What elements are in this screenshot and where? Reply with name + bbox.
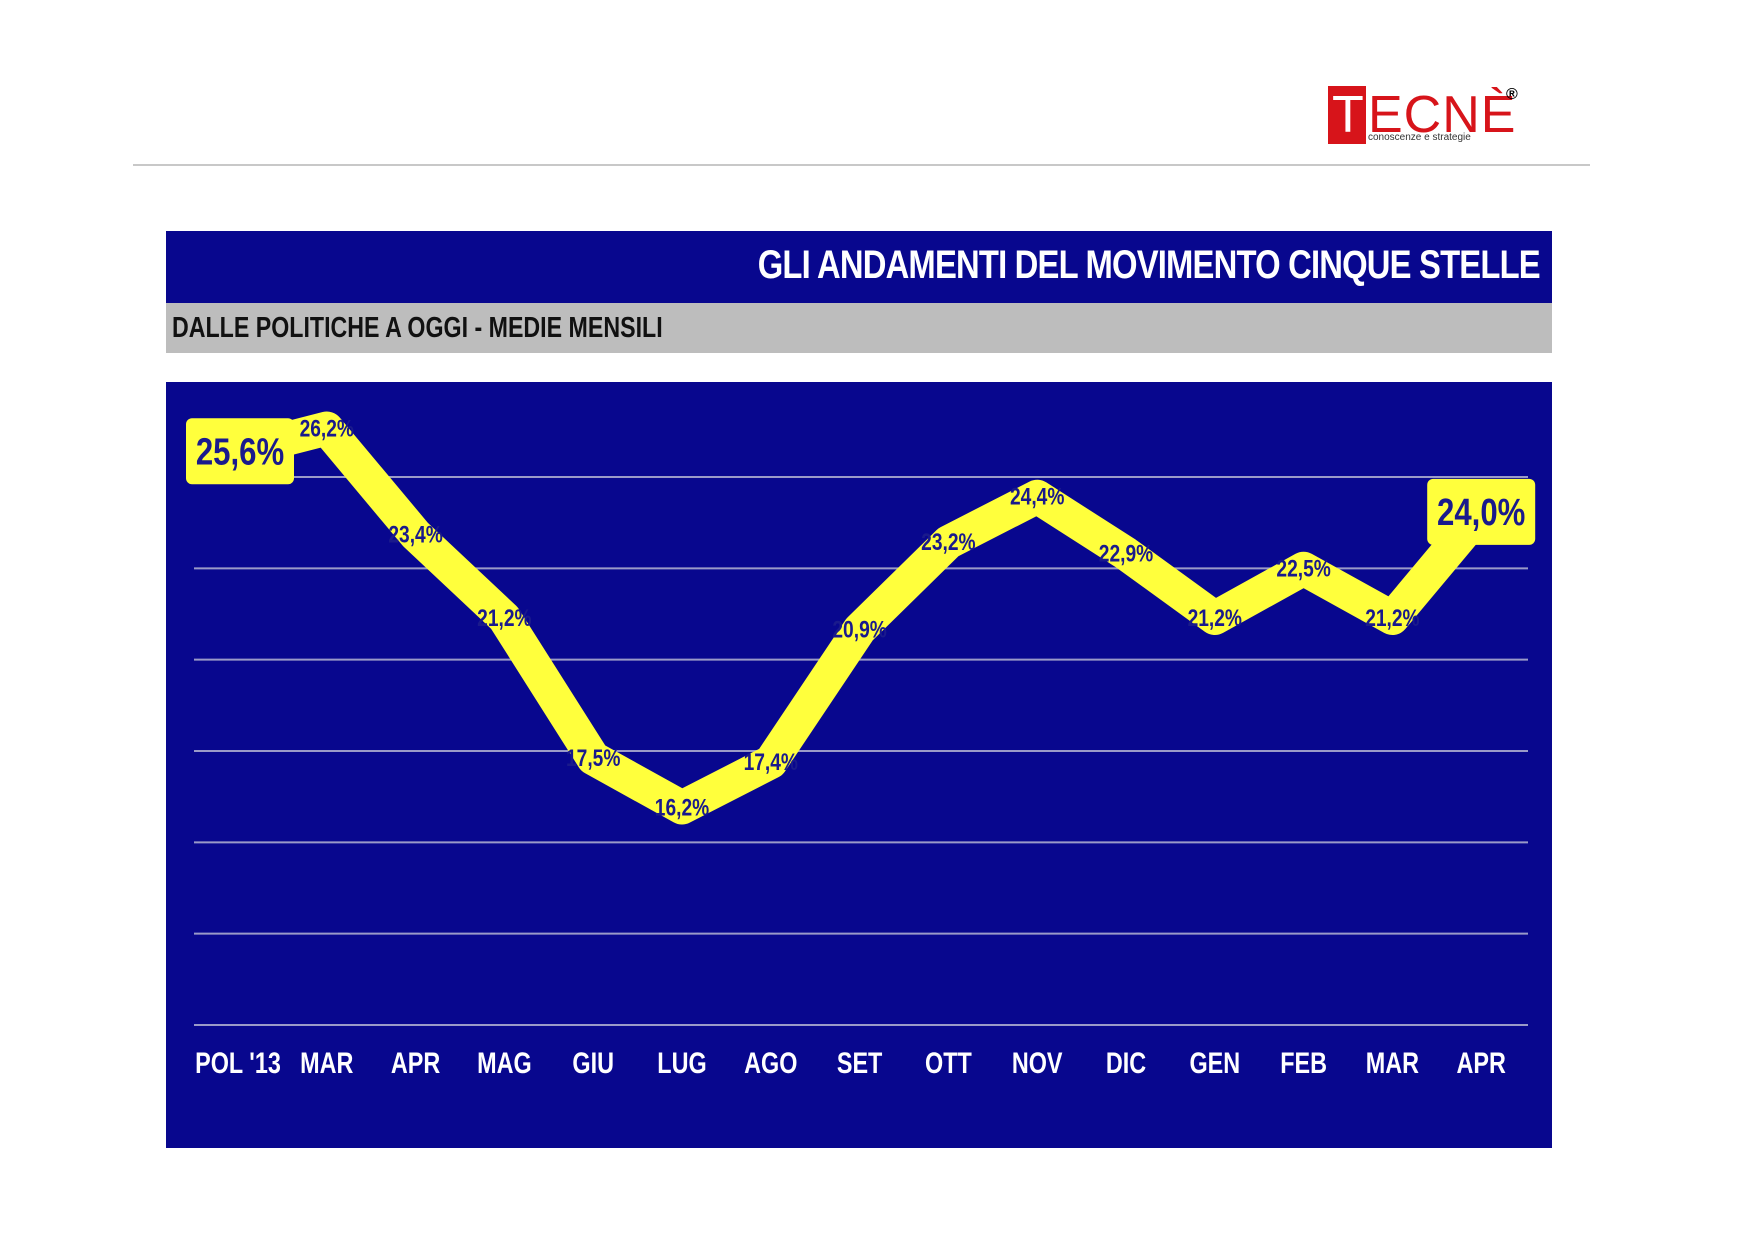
data-label: 25,6% bbox=[196, 431, 284, 473]
data-point bbox=[1301, 566, 1306, 571]
data-point bbox=[591, 756, 596, 761]
data-point bbox=[1124, 551, 1128, 556]
x-axis-labels: POL '13 MAR APR MAG GIU LUG AGO SET OTT NOV DIC GEN… bbox=[195, 1046, 1506, 1079]
gridlines bbox=[194, 476, 1528, 1026]
data-point bbox=[324, 426, 329, 431]
logo-tagline: conoscenze e strategie bbox=[1368, 132, 1471, 143]
x-tick-label: SET bbox=[837, 1046, 883, 1079]
data-label: 24,4% bbox=[1010, 483, 1064, 511]
data-label: 26,2% bbox=[300, 414, 354, 442]
x-tick-label: MAR bbox=[1366, 1046, 1419, 1079]
data-label: 17,4% bbox=[744, 748, 798, 776]
x-tick-label: LUG bbox=[657, 1046, 706, 1079]
data-label: 24,0% bbox=[1437, 492, 1525, 534]
data-label: 23,4% bbox=[388, 521, 442, 549]
title-bar: GLI ANDAMENTI DEL MOVIMENTO CINQUE STELL… bbox=[166, 231, 1552, 303]
line-chart: 25,6% 26,2% 23,4% 21,2% 17,5% 16,2% 17,4% 20,9%… bbox=[186, 411, 1536, 1080]
logo-registered-mark: ® bbox=[1506, 86, 1518, 103]
highlight-label-box bbox=[186, 418, 294, 485]
data-label: 23,2% bbox=[921, 528, 975, 556]
data-point bbox=[413, 532, 418, 537]
header-divider bbox=[133, 164, 1590, 166]
chart-panel: 25,6% 26,2% 23,4% 21,2% 17,5% 16,2% 17,4% 20,9%… bbox=[166, 382, 1552, 1148]
data-labels: 25,6% 26,2% 23,4% 21,2% 17,5% 16,2% 17,4% 20,9%… bbox=[186, 414, 1536, 821]
x-tick-label: NOV bbox=[1012, 1046, 1063, 1079]
data-point bbox=[857, 627, 862, 632]
data-point bbox=[502, 616, 507, 621]
subtitle-bar: DALLE POLITICHE A OGGI - MEDIE MENSILI bbox=[166, 303, 1552, 353]
logo-initial: T bbox=[1332, 86, 1364, 144]
x-tick-label: OTT bbox=[925, 1046, 972, 1079]
x-tick-label: DIC bbox=[1106, 1046, 1146, 1079]
page-subtitle: DALLE POLITICHE A OGGI - MEDIE MENSILI bbox=[172, 312, 663, 344]
highlight-label-box bbox=[1427, 478, 1536, 545]
data-point bbox=[1035, 494, 1040, 499]
x-tick-label: MAR bbox=[300, 1046, 353, 1079]
data-label: 21,2% bbox=[477, 604, 531, 632]
data-label: 21,2% bbox=[1365, 604, 1419, 632]
logo-wordmark: ECNÈ bbox=[1368, 86, 1517, 144]
x-tick-label: APR bbox=[391, 1046, 440, 1079]
tecne-logo: T ECNÈ ® conoscenze e strategie bbox=[1328, 86, 1528, 146]
x-tick-label: POL '13 bbox=[195, 1046, 281, 1079]
x-tick-label: APR bbox=[1457, 1046, 1506, 1079]
data-label: 21,2% bbox=[1188, 604, 1242, 632]
data-label: 22,5% bbox=[1276, 555, 1330, 583]
x-tick-label: GIU bbox=[572, 1046, 614, 1079]
x-tick-label: GEN bbox=[1189, 1046, 1240, 1079]
data-label: 16,2% bbox=[655, 793, 709, 821]
x-tick-label: AGO bbox=[744, 1046, 797, 1079]
x-tick-label: MAG bbox=[477, 1046, 532, 1079]
data-label: 17,5% bbox=[566, 744, 620, 772]
page-title: GLI ANDAMENTI DEL MOVIMENTO CINQUE STELL… bbox=[757, 243, 1541, 287]
data-label: 22,9% bbox=[1099, 540, 1153, 568]
data-point bbox=[1212, 616, 1217, 621]
x-tick-label: FEB bbox=[1280, 1046, 1327, 1079]
data-point bbox=[1390, 616, 1395, 621]
data-label: 20,9% bbox=[832, 615, 886, 643]
data-point bbox=[768, 760, 773, 765]
logo-red-block bbox=[1328, 86, 1366, 144]
data-point bbox=[680, 805, 684, 810]
data-point bbox=[946, 540, 951, 545]
